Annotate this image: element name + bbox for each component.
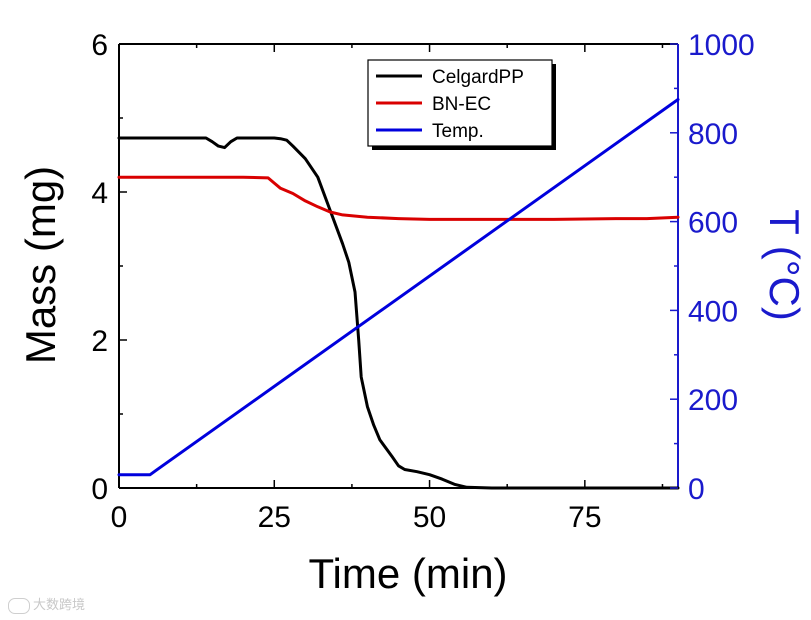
y2-tick-label: 800	[688, 118, 738, 151]
x-tick-label: 50	[413, 501, 446, 534]
y2-axis-label: T (°C)	[761, 209, 808, 321]
y2-tick-label: 200	[688, 384, 738, 417]
x-axis-label: Time (min)	[308, 550, 507, 597]
watermark-logo-icon	[8, 597, 30, 614]
y2-tick-label: 1000	[688, 29, 755, 62]
y-axis-ticks: 0 2 4 6	[91, 29, 127, 506]
x-tick-label: 25	[258, 501, 291, 534]
y-tick-label: 4	[91, 177, 108, 210]
y2-axis-ticks: 0 200 400 600 800 1000	[670, 29, 755, 506]
series-line-temp	[117, 98, 680, 477]
y-axis-label: Mass (mg)	[17, 166, 64, 364]
x-axis-ticks: 0 25 50 75	[111, 44, 664, 534]
legend-label: BN-EC	[432, 94, 491, 115]
x-tick-label: 0	[111, 501, 128, 534]
legend-label: CelgardPP	[432, 67, 524, 88]
legend-label: Temp.	[432, 121, 484, 142]
y2-tick-label: 400	[688, 295, 738, 328]
y-tick-label: 0	[91, 473, 108, 506]
y-tick-label: 6	[91, 29, 108, 62]
series-line-celgardpp	[117, 136, 680, 490]
y-tick-label: 2	[91, 325, 108, 358]
y2-tick-label: 600	[688, 207, 738, 240]
watermark: 大数跨境	[8, 594, 85, 614]
y2-tick-label: 0	[688, 473, 705, 506]
series-line-bn-ec	[117, 175, 680, 221]
x-tick-label: 75	[568, 501, 601, 534]
series-layer	[117, 98, 680, 490]
watermark-text: 大数跨境	[33, 598, 86, 613]
legend: CelgardPP BN-EC Temp.	[367, 59, 556, 150]
